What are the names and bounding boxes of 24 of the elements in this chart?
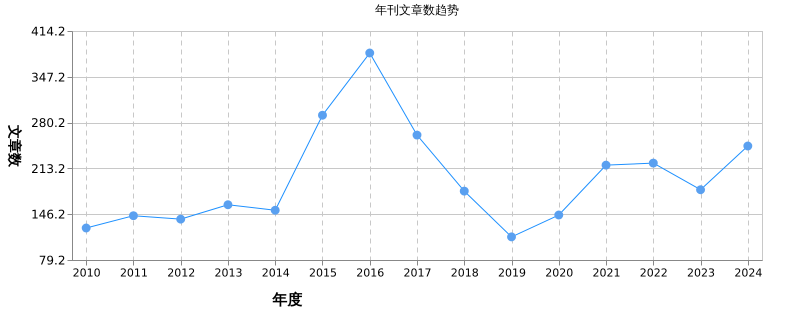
x-tick-label: 2016 <box>356 266 384 280</box>
y-tick-label: 79.2 <box>38 254 66 268</box>
x-tick-label: 2011 <box>120 266 148 280</box>
x-tick-label: 2023 <box>687 266 716 280</box>
x-tick-label: 2022 <box>640 266 668 280</box>
x-tick-label: 2017 <box>404 266 432 280</box>
x-tick-label: 2015 <box>308 266 337 280</box>
y-axis-title: 文章数 <box>6 124 24 168</box>
y-tick-label: 347.2 <box>31 70 66 84</box>
y-tick-label: 280.2 <box>31 116 66 130</box>
x-tick-label: 2020 <box>545 266 574 280</box>
x-axis-title: 年度 <box>272 290 302 308</box>
x-tick-label: 2018 <box>450 266 479 280</box>
x-tick-label: 2012 <box>167 266 196 280</box>
y-tick-label: 213.2 <box>31 162 66 176</box>
y-tick-label: 414.2 <box>31 24 66 38</box>
x-tick-label: 2010 <box>72 266 101 280</box>
y-tick-label: 146.2 <box>31 208 66 222</box>
x-tick-label: 2024 <box>734 266 762 280</box>
x-tick-label: 2013 <box>214 266 242 280</box>
chart-title: 年刊文章数趋势 <box>375 3 459 17</box>
x-tick-label: 2019 <box>498 266 526 280</box>
x-tick-label: 2014 <box>262 266 290 280</box>
x-tick-label: 2021 <box>592 266 621 280</box>
